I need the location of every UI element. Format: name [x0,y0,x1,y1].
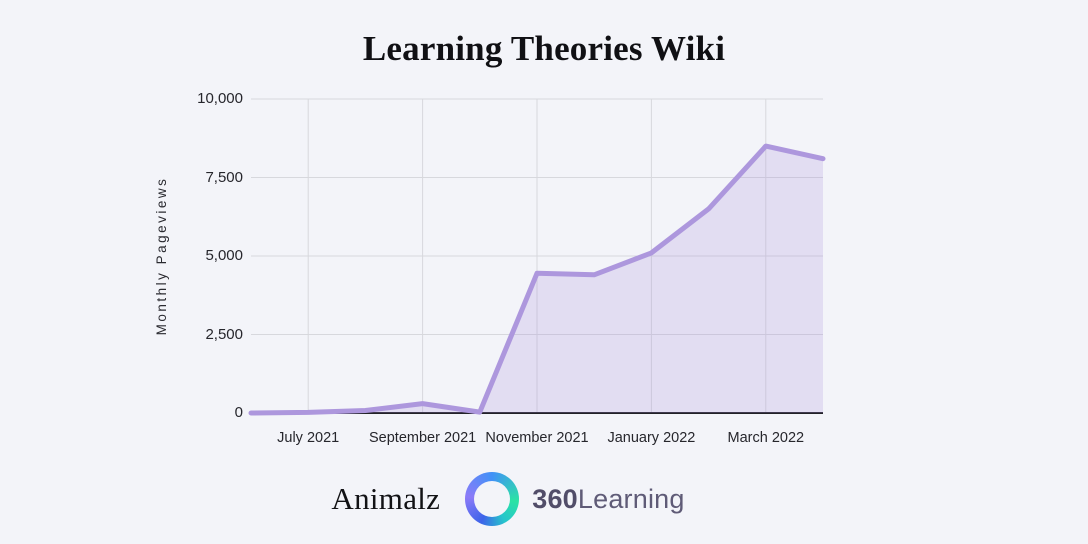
y-axis-title: Monthly Pageviews [154,176,169,336]
animalz-logo: Animalz [331,481,441,516]
y-tick-label: 2,500 [205,325,243,343]
x-tick-label: July 2021 [277,430,340,446]
x-tick-label: September 2021 [368,430,477,446]
y-tick-label: 0 [234,404,243,421]
chart-title: Learning Theories Wiki [362,29,726,68]
data-line [248,143,826,416]
360learning-logo-360: 360 [532,483,578,514]
360learning-logo: 360Learning [532,484,684,515]
x-tick-label: November 2021 [485,430,589,446]
y-tick-label: 10,000 [197,90,243,107]
360learning-logo-learning: Learning [577,483,685,514]
footer-logos: Animalz 360Learning [0,470,1052,528]
y-tick-label: 5,000 [205,247,243,264]
x-tick-label: January 2022 [607,430,696,446]
x-tick-label: March 2022 [727,430,805,446]
y-tick-label: 7,500 [205,168,243,186]
360learning-ring-icon [465,472,520,526]
